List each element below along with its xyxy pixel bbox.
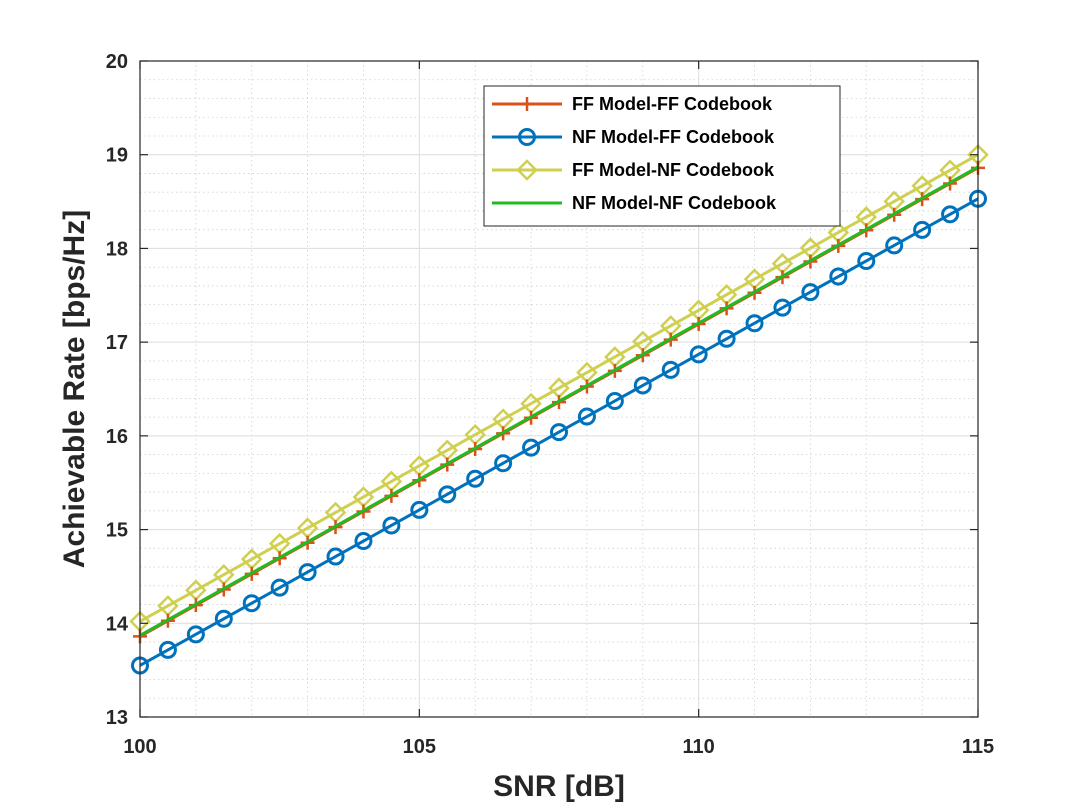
legend-label: NF Model-NF Codebook xyxy=(572,193,777,213)
x-tick-label: 100 xyxy=(123,736,156,758)
data-point-circle xyxy=(326,547,345,566)
data-point-circle xyxy=(494,454,513,473)
legend-item: NF Model-NF Codebook xyxy=(492,193,777,213)
data-point-circle xyxy=(773,298,792,317)
x-axis-label: SNR [dB] xyxy=(493,770,625,803)
data-point-circle xyxy=(438,485,457,504)
series-line xyxy=(139,153,979,623)
y-axis-label: Achievable Rate [bps/Hz] xyxy=(58,210,91,568)
data-point-circle xyxy=(689,345,708,364)
data-point-circle xyxy=(298,563,317,582)
data-point-circle xyxy=(717,329,736,348)
data-point-diamond xyxy=(516,159,538,181)
y-tick-label: 13 xyxy=(106,707,128,729)
y-tick-label: 17 xyxy=(106,332,128,354)
data-point-circle xyxy=(158,640,177,659)
data-point-circle xyxy=(242,594,261,613)
data-point-circle xyxy=(522,438,541,457)
data-point-circle xyxy=(410,500,429,519)
data-point-circle xyxy=(382,516,401,535)
y-tick-label: 18 xyxy=(106,238,128,260)
series-line xyxy=(139,165,979,637)
legend-item: FF Model-NF Codebook xyxy=(492,159,775,181)
data-point-circle xyxy=(885,236,904,255)
legend-label: FF Model-FF Codebook xyxy=(572,94,773,114)
data-point-circle xyxy=(270,578,289,597)
x-tick-label: 110 xyxy=(683,736,715,758)
data-point-circle xyxy=(829,267,848,286)
data-point-circle xyxy=(466,469,485,488)
data-point-circle xyxy=(661,360,680,379)
y-tick-label: 19 xyxy=(106,145,128,167)
data-point-circle xyxy=(857,251,876,270)
x-tick-label: 115 xyxy=(962,736,994,758)
series-nf-model-ff-codebook xyxy=(131,189,987,675)
y-tick-label: 15 xyxy=(106,520,128,542)
legend: FF Model-FF Codebook NF Model-FF Codebook… xyxy=(483,85,841,227)
legend-label: FF Model-NF Codebook xyxy=(572,160,775,180)
data-point-circle xyxy=(745,314,764,333)
y-tick-label: 14 xyxy=(106,613,129,635)
data-point-circle xyxy=(941,205,960,224)
y-tick-label: 20 xyxy=(106,51,128,73)
data-point-circle xyxy=(913,220,932,239)
axes-box xyxy=(139,60,979,718)
data-point-circle xyxy=(605,391,624,410)
data-point-circle xyxy=(518,128,536,146)
legend-item: NF Model-FF Codebook xyxy=(492,127,775,147)
data-point-circle xyxy=(801,283,820,302)
data-point-circle xyxy=(354,532,373,551)
tick-layer: 100 105 110 115 13 14 15 16 17 18 19 20 xyxy=(106,51,994,758)
x-tick-label: 105 xyxy=(403,736,436,758)
data-point-circle xyxy=(550,423,568,442)
data-point-circle xyxy=(633,376,652,395)
data-point-circle xyxy=(186,625,205,644)
y-tick-label: 16 xyxy=(106,426,128,448)
legend-item: FF Model-FF Codebook xyxy=(492,94,773,114)
series-layer xyxy=(129,143,989,675)
data-point-circle xyxy=(214,609,233,628)
data-point-circle xyxy=(577,407,596,426)
data-point-plus xyxy=(520,97,534,111)
legend-label: NF Model-FF Codebook xyxy=(572,127,775,147)
series-nf-model-nf-codebook xyxy=(139,165,979,637)
series-line xyxy=(139,197,979,667)
